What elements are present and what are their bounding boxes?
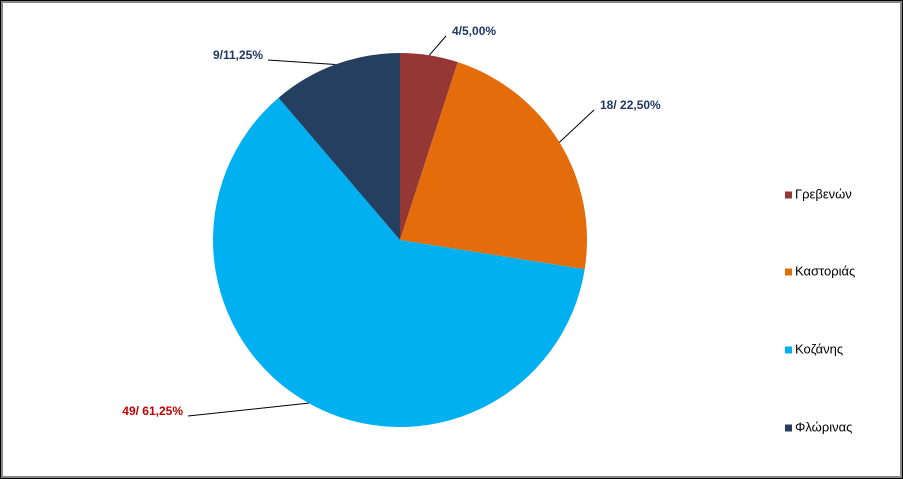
legend-label: Καστοριάς [795, 263, 855, 278]
legend-label: Κοζάνης [795, 341, 843, 356]
pie-slice [278, 53, 400, 240]
leader-line [559, 109, 595, 143]
legend-label: Γρεβενών [795, 186, 852, 201]
data-label: 9/11,25% [213, 48, 263, 62]
data-label: 4/5,00% [452, 24, 496, 38]
leader-line [267, 59, 336, 66]
legend-swatch [785, 346, 792, 354]
leader-line [428, 35, 447, 56]
pie-slice [400, 53, 458, 240]
leader-line [187, 402, 309, 417]
pie-slice [400, 62, 587, 270]
legend-swatch [785, 191, 792, 199]
legend-swatch [785, 424, 792, 432]
data-label: 18/ 22,50% [600, 98, 661, 112]
legend-label: Φλώρινας [795, 419, 852, 434]
data-label: 49/ 61,25% [122, 404, 183, 418]
legend-swatch [785, 268, 792, 276]
pie-slice [212, 97, 585, 428]
